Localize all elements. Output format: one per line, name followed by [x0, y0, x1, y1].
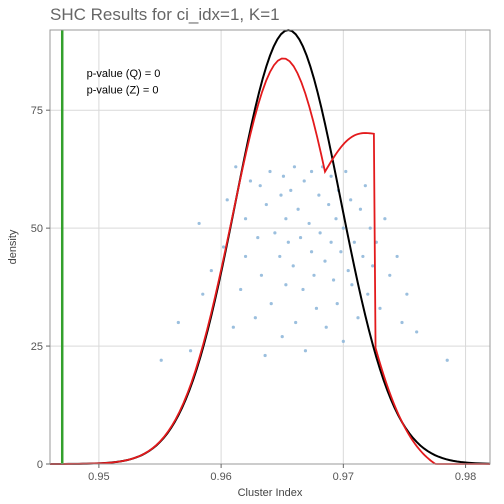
data-point: [339, 250, 342, 253]
data-point: [244, 255, 247, 258]
data-point: [244, 217, 247, 220]
data-point: [297, 208, 300, 211]
ytick-label: 75: [31, 105, 43, 117]
ytick-label: 0: [37, 459, 43, 471]
data-point: [287, 241, 290, 244]
data-point: [273, 231, 276, 234]
data-point: [232, 326, 235, 329]
data-point: [256, 236, 259, 239]
data-point: [359, 208, 362, 211]
xtick-label: 0.96: [210, 471, 231, 483]
data-point: [312, 274, 315, 277]
data-point: [405, 293, 408, 296]
data-point: [222, 245, 225, 248]
data-point: [308, 222, 311, 225]
data-point: [278, 255, 281, 258]
data-point: [249, 179, 252, 182]
data-point: [189, 349, 192, 352]
data-point: [347, 269, 350, 272]
data-point: [268, 170, 271, 173]
data-point: [299, 236, 302, 239]
data-point: [201, 293, 204, 296]
data-point: [319, 231, 322, 234]
data-point: [325, 326, 328, 329]
chart-title: SHC Results for ci_idx=1, K=1: [50, 5, 280, 24]
data-point: [446, 359, 449, 362]
data-point: [336, 302, 339, 305]
data-point: [303, 179, 306, 182]
data-point: [315, 307, 318, 310]
data-point: [344, 170, 347, 173]
data-point: [234, 165, 237, 168]
data-point: [349, 198, 352, 201]
data-point: [265, 203, 268, 206]
y-axis-label: density: [7, 229, 19, 264]
data-point: [281, 335, 284, 338]
data-point: [160, 359, 163, 362]
density-chart: 0.95 0.96 0.97 0.98 0 25 50 75 Cluster Index dens…: [0, 0, 504, 504]
data-point: [369, 227, 372, 230]
data-point: [310, 250, 313, 253]
data-point: [327, 203, 330, 206]
data-point: [330, 241, 333, 244]
data-point: [353, 241, 356, 244]
data-point: [260, 274, 263, 277]
data-point: [323, 260, 326, 263]
data-point: [356, 316, 359, 319]
data-point: [330, 175, 333, 178]
annotation-pvalue-z: p-value (Z) = 0: [87, 85, 159, 97]
data-point: [279, 194, 282, 197]
ytick-label: 25: [31, 341, 43, 353]
data-point: [400, 321, 403, 324]
data-point: [415, 330, 418, 333]
data-point: [317, 194, 320, 197]
data-point: [361, 255, 364, 258]
xtick-label: 0.98: [455, 471, 476, 483]
data-point: [284, 217, 287, 220]
data-point: [378, 307, 381, 310]
data-point: [177, 321, 180, 324]
annotation-pvalue-q: p-value (Q) = 0: [87, 68, 161, 80]
ytick-label: 50: [31, 223, 43, 235]
data-point: [383, 217, 386, 220]
data-point: [198, 222, 201, 225]
data-point: [239, 288, 242, 291]
data-point: [254, 316, 257, 319]
data-point: [304, 349, 307, 352]
data-point: [396, 255, 399, 258]
data-point: [289, 189, 292, 192]
data-point: [210, 269, 213, 272]
data-point: [366, 293, 369, 296]
data-point: [282, 175, 285, 178]
data-point: [226, 198, 229, 201]
data-point: [371, 264, 374, 267]
data-point: [264, 354, 267, 357]
xtick-label: 0.97: [333, 471, 354, 483]
data-point: [270, 302, 273, 305]
xtick-label: 0.95: [88, 471, 109, 483]
data-point: [388, 274, 391, 277]
data-point: [310, 170, 313, 173]
data-point: [301, 288, 304, 291]
data-point: [293, 165, 296, 168]
data-point: [292, 264, 295, 267]
x-axis-label: Cluster Index: [238, 487, 303, 499]
data-point: [284, 283, 287, 286]
data-point: [364, 184, 367, 187]
data-point: [334, 217, 337, 220]
data-point: [342, 227, 345, 230]
chart-container: 0.95 0.96 0.97 0.98 0 25 50 75 Cluster Index dens…: [0, 0, 504, 504]
data-point: [259, 184, 262, 187]
data-point: [342, 340, 345, 343]
data-point: [294, 321, 297, 324]
data-point: [350, 283, 353, 286]
data-point: [332, 278, 335, 281]
